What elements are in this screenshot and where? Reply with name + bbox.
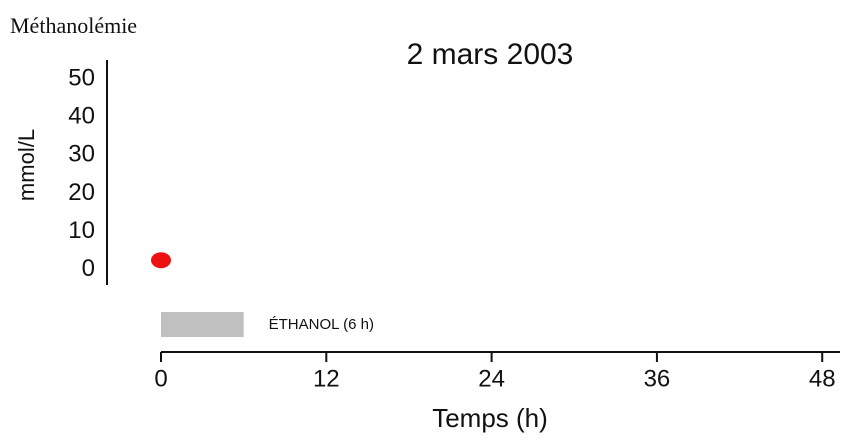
chart-title: 2 mars 2003 — [407, 38, 574, 71]
x-tick-label: 24 — [478, 365, 505, 392]
y-axis-label: mmol/L — [14, 129, 39, 201]
x-tick-label: 12 — [313, 365, 340, 392]
annotation: ÉTHANOL (6 h) — [269, 316, 374, 333]
x-tick-label: 0 — [154, 365, 167, 392]
y-tick-label: 50 — [68, 64, 95, 91]
point — [151, 252, 171, 269]
x-tick-label: 48 — [809, 365, 836, 392]
x-tick-label: 36 — [644, 365, 671, 392]
y-tick-label: 10 — [68, 217, 95, 244]
y-title: Méthanolémie — [10, 13, 137, 38]
y-tick-label: 30 — [68, 141, 95, 168]
y-tick-label: 0 — [82, 255, 95, 282]
x-axis-label: Temps (h) — [432, 403, 548, 433]
ethanol-bar — [161, 312, 244, 337]
y-tick-label: 20 — [68, 179, 95, 206]
y-tick-label: 40 — [68, 103, 95, 130]
